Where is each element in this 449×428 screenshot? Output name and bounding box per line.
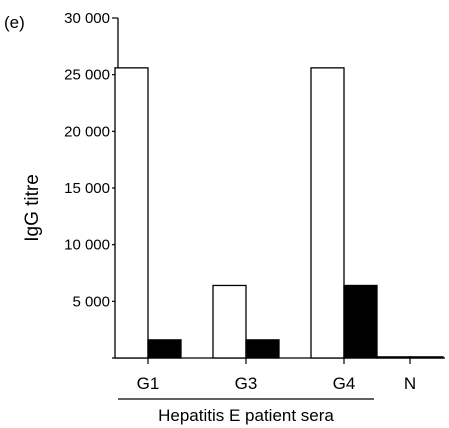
bar-n-series-1 bbox=[376, 356, 411, 359]
y-tick-label: 15 000 bbox=[64, 180, 110, 197]
bar-n-series-2 bbox=[409, 356, 444, 359]
bar-g4-series-1 bbox=[310, 67, 345, 359]
panel-label: (e) bbox=[4, 13, 25, 32]
y-tick-label: 20 000 bbox=[64, 123, 110, 140]
x-tick-label-g3: G3 bbox=[235, 374, 258, 393]
x-tick-label-g1: G1 bbox=[137, 374, 160, 393]
y-tick-label: 30 000 bbox=[64, 10, 110, 27]
category-labels: G1 G3 G4 N bbox=[137, 374, 416, 393]
y-tick-label: 5 000 bbox=[72, 293, 110, 310]
x-axis-ticks bbox=[147, 358, 411, 364]
group-label: Hepatitis E patient sera bbox=[158, 406, 334, 425]
bars bbox=[114, 67, 444, 359]
x-tick-label-g4: G4 bbox=[333, 374, 356, 393]
bar-g3-series-2 bbox=[245, 339, 280, 359]
bar-g1-series-2 bbox=[147, 339, 182, 359]
bar-g3-series-1 bbox=[212, 284, 247, 359]
y-axis-label: IgG titre bbox=[22, 174, 43, 242]
bar-g4-series-2 bbox=[343, 284, 378, 359]
x-tick-label-n: N bbox=[404, 374, 416, 393]
y-tick-label: 10 000 bbox=[64, 237, 110, 254]
y-axis-ticks: 30 000 25 000 20 000 15 000 10 000 5 000 bbox=[64, 10, 118, 310]
y-tick-label: 25 000 bbox=[64, 67, 110, 84]
bar-g1-series-1 bbox=[114, 67, 149, 359]
